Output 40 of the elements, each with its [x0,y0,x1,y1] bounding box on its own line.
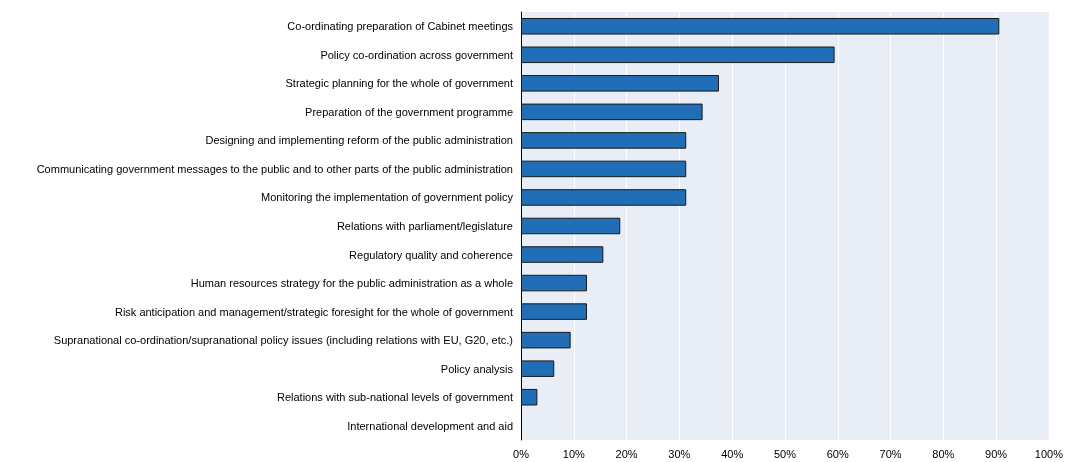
y-tick-label: Monitoring the implementation of government policy [261,191,514,204]
x-tick-label: 90% [985,447,1008,460]
y-tick-label: Designing and implementing reform of the public administration [205,134,513,147]
x-tick-label: 0% [513,447,530,460]
bar [521,274,587,292]
y-tick-label: Regulatory quality and coherence [349,248,513,261]
bar [521,246,604,263]
y-tick-label: Human resources strategy for the public administration as a whole [190,277,513,290]
x-tick-label: 20% [615,447,638,460]
y-tick-label: Policy analysis [440,362,514,375]
bar [521,331,571,349]
bar [521,360,555,377]
y-tick-label: Co-ordinating preparation of Cabinet meetings [287,20,514,33]
x-tick-label: 60% [826,447,849,460]
y-tick-label: Preparation of the government programme [305,105,513,118]
x-tick-label: 50% [773,447,797,460]
bar [521,75,719,92]
y-tick-label: Risk anticipation and management/strategic foresight for the whole of government [114,305,513,318]
y-tick-label: Supranational co-ordination/supranational policy issues (including relations with EU, G20, etc.) [53,334,513,347]
x-tick-label: 30% [668,447,691,460]
bar [521,217,621,235]
x-tick-label: 10% [562,447,586,460]
y-tick-label: Communicating government messages to the public and to other parts of the public administration [36,162,513,175]
bar [521,160,687,178]
x-tick-label: 80% [932,447,955,460]
x-tick-label: 100% [1034,447,1064,460]
y-tick-label: Strategic planning for the whole of government [285,77,513,90]
bar [521,46,835,64]
y-tick-label: Relations with parliament/legislature [336,220,513,232]
bar [521,103,703,121]
x-tick-label: 70% [879,447,902,460]
bar [521,189,687,206]
y-tick-label: International development and aid [347,419,513,432]
bar [521,303,587,320]
x-tick-label: 40% [721,447,744,460]
bar [521,132,687,149]
bar [521,17,1000,35]
y-tick-label: Policy co-ordination across government [320,48,513,61]
y-tick-label: Relations with sub-national levels of government [276,391,513,404]
bar [521,388,538,406]
